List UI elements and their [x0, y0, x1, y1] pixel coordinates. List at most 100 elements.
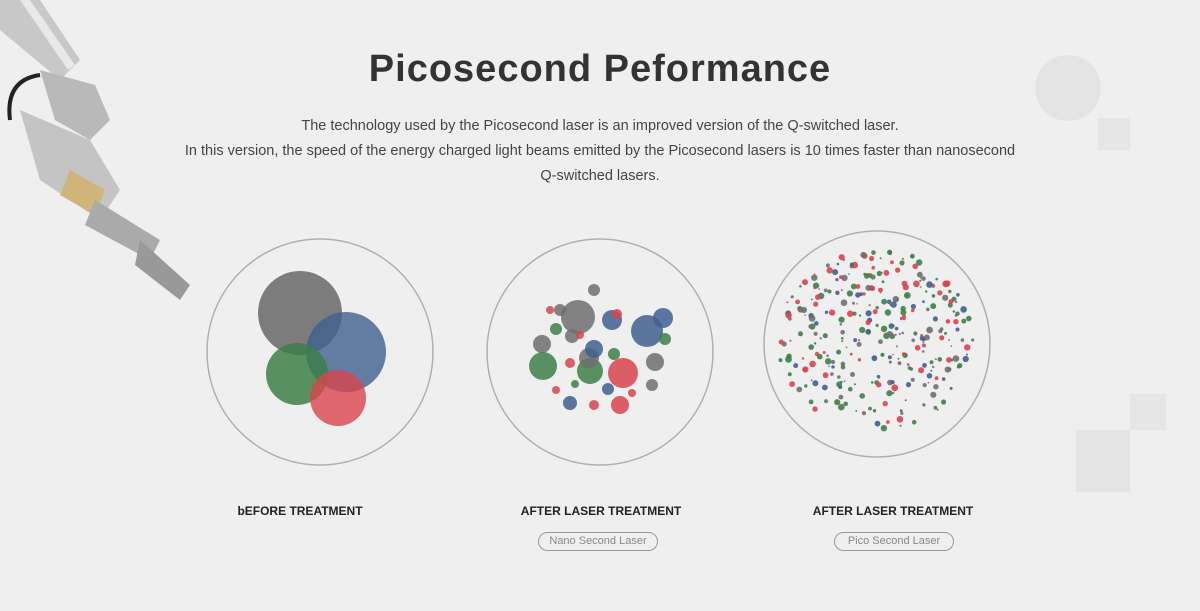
- pigment-particle: [859, 393, 865, 399]
- pigment-particle: [659, 333, 671, 345]
- pigment-particle: [789, 339, 792, 342]
- pigment-particle: [871, 265, 876, 270]
- pigment-particle: [891, 384, 899, 392]
- pigment-particle: [870, 285, 876, 291]
- pigment-particle: [828, 365, 830, 368]
- pigment-particle: [871, 355, 878, 362]
- pigment-particle: [868, 304, 871, 307]
- pigment-particle: [939, 327, 944, 331]
- pigment-particle: [918, 367, 925, 374]
- pigment-particle: [810, 298, 813, 301]
- pigment-particle: [923, 334, 930, 341]
- pigment-particle: [922, 300, 925, 303]
- pigment-particle: [825, 358, 832, 365]
- pigment-particle: [922, 383, 927, 388]
- pigment-particle: [786, 301, 789, 304]
- pigment-particle: [778, 358, 783, 363]
- pigment-particle: [608, 348, 620, 360]
- pigment-particle: [830, 359, 836, 365]
- pigment-particle: [808, 344, 814, 350]
- pigment-particle: [934, 358, 937, 361]
- pigment-particle: [808, 315, 816, 322]
- pigment-particle: [836, 349, 842, 355]
- pigment-particle: [804, 314, 806, 317]
- pigment-particle: [850, 262, 854, 266]
- pigment-particle: [913, 280, 920, 288]
- pigment-particle: [846, 290, 854, 297]
- pigment-particle: [824, 310, 829, 314]
- pigment-particle: [899, 424, 902, 427]
- pigment-particle: [588, 284, 600, 296]
- pigment-particle: [808, 399, 814, 405]
- pigment-particle: [565, 358, 575, 368]
- pigment-particle: [838, 254, 845, 261]
- pigment-particle: [890, 301, 897, 308]
- pigment-particle: [865, 310, 872, 317]
- treatment-ring: [486, 238, 714, 466]
- pigment-particle: [932, 365, 935, 369]
- pigment-particle: [933, 405, 938, 410]
- pigment-particle: [850, 372, 855, 377]
- pigment-particle: [952, 310, 955, 313]
- pigment-particle: [808, 324, 813, 329]
- pigment-particle: [855, 284, 861, 289]
- pigment-particle: [795, 299, 800, 305]
- pigment-particle: [904, 399, 907, 402]
- pigment-particle: [936, 408, 939, 411]
- pigment-particle: [563, 396, 577, 410]
- pigment-particle: [602, 383, 614, 395]
- pigment-particle: [880, 325, 888, 332]
- treatment-ring: [206, 238, 434, 466]
- pigment-particle: [956, 365, 961, 369]
- pigment-particle: [529, 352, 557, 380]
- pigment-particle: [859, 292, 863, 297]
- pigment-particle: [900, 305, 906, 312]
- pigment-particle: [822, 384, 828, 391]
- pigment-particle: [930, 369, 933, 372]
- pigment-particle: [561, 300, 595, 334]
- pigment-particle: [826, 267, 833, 274]
- pigment-particle: [926, 326, 933, 334]
- pigment-particle: [826, 354, 829, 357]
- pigment-particle: [929, 360, 934, 365]
- pigment-particle: [810, 379, 813, 382]
- pigment-particle: [653, 308, 673, 328]
- pigment-particle: [881, 280, 885, 284]
- pigment-particle: [843, 401, 848, 407]
- pigment-particle: [883, 270, 890, 276]
- pigment-particle: [876, 270, 882, 277]
- pigment-particle: [576, 331, 584, 339]
- pigment-particle: [860, 251, 867, 258]
- pigment-particle: [941, 377, 946, 381]
- pigment-particle: [895, 345, 898, 348]
- pigment-particle: [612, 309, 622, 319]
- pigment-particle: [822, 372, 829, 379]
- pigment-particle: [589, 400, 599, 410]
- pigment-particle: [899, 317, 904, 321]
- pigment-particle: [941, 399, 947, 405]
- pigment-particle: [865, 319, 871, 326]
- laser-handpiece-image: [0, 0, 190, 300]
- pigment-particle: [876, 382, 882, 388]
- pigment-particle: [894, 333, 897, 336]
- pigment-particle: [841, 274, 848, 282]
- pigment-particle: [831, 365, 835, 369]
- pigment-particle: [899, 260, 905, 266]
- pigment-particle: [925, 290, 928, 293]
- pigment-particle: [552, 386, 560, 394]
- pigment-particle: [840, 361, 846, 367]
- pigment-particle: [840, 364, 846, 370]
- pigment-particle: [848, 386, 853, 392]
- pigment-particle: [608, 358, 638, 388]
- pigment-particle: [839, 323, 843, 326]
- pigment-particle: [948, 299, 954, 305]
- pigment-particle: [778, 339, 784, 345]
- pigment-particle: [897, 361, 902, 366]
- pigment-particle: [852, 311, 857, 316]
- pigment-particle: [850, 283, 857, 290]
- pigment-particle: [895, 267, 901, 273]
- pigment-particle: [804, 384, 808, 388]
- pigment-particle: [891, 324, 895, 328]
- pigment-particle: [839, 275, 843, 280]
